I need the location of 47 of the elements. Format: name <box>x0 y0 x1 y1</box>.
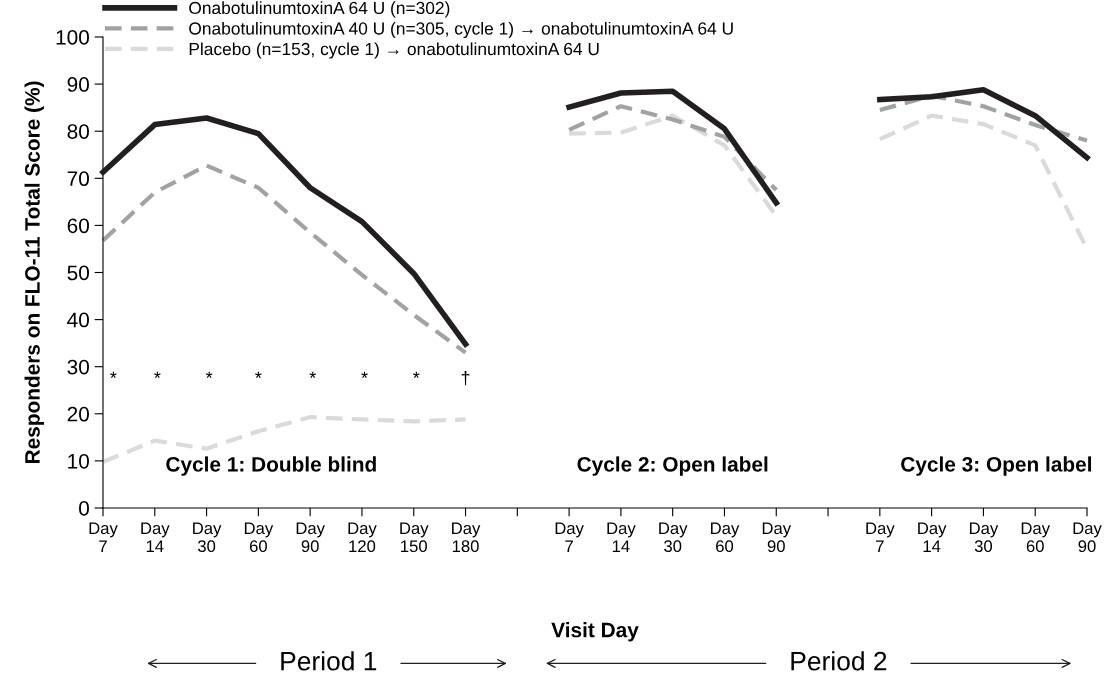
annotation: * <box>255 371 262 378</box>
y-tick-label: 60 <box>67 218 89 234</box>
x-tick-label: Day 150 <box>400 522 429 553</box>
x-tick-label: Day 14 <box>918 522 947 552</box>
x-tick-label: Day 30 <box>969 522 999 553</box>
y-tick-label: 70 <box>67 171 89 187</box>
y-axis-title: Responders on FLO-11 Total Score (%) <box>24 81 44 464</box>
annotation: * <box>361 371 368 378</box>
x-tick-label: Day 60 <box>1021 522 1050 553</box>
legend-label: Placebo (n=153, cycle 1) → onabotulinumtoxinA 64 U <box>189 42 599 59</box>
x-tick-label: Day 30 <box>193 522 222 553</box>
y-tick-label: 40 <box>67 312 89 328</box>
x-tick-label: Day 7 <box>555 522 584 552</box>
annotation: Cycle 2: Open label <box>577 456 768 476</box>
y-tick-label: 30 <box>67 359 89 375</box>
annotation: * <box>154 371 161 378</box>
x-tick-label: Day 90 <box>762 522 792 553</box>
legend-label: OnabotulinumtoxinA 40 U (n=305, cycle 1) → onabotulinumtoxinA 64 U <box>189 21 733 39</box>
x-tick-label: Day 7 <box>89 522 118 552</box>
annotation: * <box>413 371 420 378</box>
x-tick-label: Day 180 <box>452 522 481 553</box>
annotation: * <box>110 371 117 378</box>
y-tick-label: 50 <box>67 265 89 281</box>
x-tick-label: Day 30 <box>659 522 688 553</box>
x-tick-label: Day 90 <box>1073 522 1102 553</box>
y-tick-label: 20 <box>67 406 89 422</box>
y-tick-label: 0 <box>79 501 89 516</box>
legend-label: OnabotulinumtoxinA 64 U (n=302) <box>189 1 450 18</box>
x-tick-label: Day 7 <box>866 522 895 552</box>
y-tick-label: 100 <box>56 30 89 45</box>
annotation: Cycle 3: Open label <box>901 456 1091 476</box>
x-tick-label: Day 14 <box>607 522 636 552</box>
y-tick-label: 90 <box>67 77 89 92</box>
text: Period 1 <box>281 651 377 671</box>
annotation: * <box>309 371 316 378</box>
annotation: Cycle 1: Double blind <box>166 456 376 476</box>
x-tick-label: Day 60 <box>711 522 740 553</box>
text: Period 2 <box>791 651 887 671</box>
annotation: † <box>461 371 470 386</box>
annotation: * <box>205 371 213 378</box>
x-tick-label: Day 120 <box>348 522 377 553</box>
x-tick-label: Day 60 <box>244 522 274 553</box>
x-tick-label: Day 14 <box>141 522 170 552</box>
x-tick-label: Day 90 <box>296 522 325 553</box>
y-tick-label: 10 <box>68 453 89 469</box>
x-axis-title: Visit Day <box>551 622 639 642</box>
y-tick-label: 80 <box>67 124 89 139</box>
